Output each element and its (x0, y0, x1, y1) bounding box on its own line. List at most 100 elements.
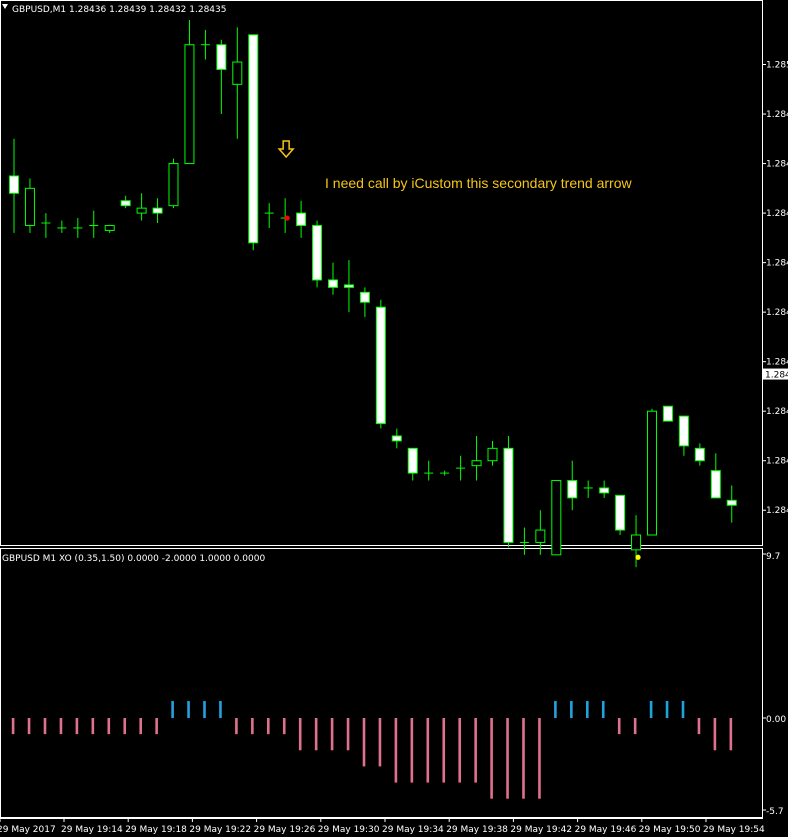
histogram-bar-negative (522, 718, 525, 799)
histogram-bar-negative (267, 718, 270, 735)
price-axis: 1.285 1.284 1.284 1.284 1.284 1.284 1.284 1.284… (763, 61, 788, 516)
xo-histogram (11, 701, 733, 799)
annotation-text: I need call by iCustom this secondary tr… (325, 175, 632, 191)
price-tick-label: 1.284 (766, 457, 788, 467)
candle (73, 218, 83, 238)
candle-body (343, 284, 354, 288)
histogram-bar-negative (11, 718, 15, 735)
candle (424, 460, 434, 481)
candle (567, 460, 578, 511)
candle (184, 19, 195, 165)
histogram-bar-negative (59, 718, 63, 735)
histogram-bar-negative (314, 718, 318, 751)
candle (487, 440, 498, 466)
histogram-bar-negative (394, 718, 398, 783)
time-tick-label: 29 May 19:46 (575, 825, 637, 835)
candle-body (136, 207, 147, 214)
svg-text:1.284: 1.284 (765, 371, 788, 381)
candlestick-series (9, 19, 737, 568)
candle-body (24, 187, 35, 226)
candle-body (328, 279, 338, 288)
histogram-bar-negative (251, 718, 254, 735)
candle (647, 408, 657, 536)
candle-body (471, 460, 482, 467)
candle (152, 198, 163, 223)
candle-body (168, 163, 179, 207)
histogram-bar-negative (697, 718, 701, 735)
price-tick-label: 1.284 (766, 358, 788, 368)
histogram-bar-positive (554, 701, 557, 718)
price-pane-frame (0, 0, 763, 546)
candle (89, 210, 99, 238)
candle (343, 260, 354, 313)
histogram-bar-negative (378, 718, 382, 767)
price-tick-label: 1.284 (766, 506, 788, 516)
candle (599, 480, 610, 498)
candle (694, 443, 705, 466)
candle (248, 34, 259, 251)
candle-body (375, 306, 386, 425)
histogram-bar-positive (649, 701, 653, 718)
candle-body (104, 224, 115, 231)
candle-body (152, 207, 163, 214)
triangle-down-icon[interactable] (2, 4, 8, 9)
candle-body (216, 44, 227, 70)
histogram-bar-positive (171, 701, 174, 718)
histogram-bar-negative (346, 718, 350, 751)
candle (168, 158, 179, 209)
histogram-bar-positive (665, 701, 669, 718)
candle-body (615, 494, 626, 531)
candle-body (184, 44, 195, 165)
last-price-marker: 1.284 (763, 368, 788, 381)
time-tick-label: 29 May 19:54 (703, 825, 765, 835)
candle-body (694, 447, 705, 462)
histogram-bar-negative (442, 718, 446, 783)
candle-body (662, 405, 673, 422)
candle (296, 200, 307, 238)
candle-body (567, 480, 578, 499)
candle-body (312, 224, 323, 281)
histogram-bar-negative (330, 718, 334, 751)
time-tick-label: 29 May 19:50 (639, 825, 701, 835)
histogram-bar-negative (282, 718, 286, 735)
candle (519, 527, 529, 555)
histogram-bar-positive (681, 701, 685, 718)
candle-body (726, 499, 737, 506)
time-axis: 29 May 2017 29 May 19:14 29 May 19:18 29 Ma… (0, 818, 765, 835)
candle (24, 178, 35, 233)
time-tick-label: 29 May 19:34 (382, 825, 444, 835)
histogram-bar-negative (27, 718, 31, 735)
candle (710, 453, 721, 499)
price-tick-label: 1.285 (766, 61, 788, 71)
candle (503, 435, 514, 548)
time-tick-label: 29 May 19:22 (189, 825, 251, 835)
price-tick-label: 1.284 (766, 308, 788, 318)
histogram-bar-negative (713, 718, 717, 751)
histogram-bar-negative (458, 718, 461, 783)
candle-body (647, 410, 657, 536)
candle (328, 262, 338, 295)
price-tick-label: 1.284 (766, 407, 788, 417)
candle-body (535, 529, 546, 543)
histogram-bar-positive (570, 701, 573, 718)
candle-body (599, 487, 610, 494)
candle-body (248, 34, 259, 244)
candle (232, 27, 243, 139)
annotation-group: I need call by iCustom this secondary tr… (277, 140, 632, 191)
histogram-bar-negative (362, 718, 366, 767)
price-tick-label: 1.284 (766, 259, 788, 269)
time-tick-label: 29 May 19:18 (125, 825, 187, 835)
candle (200, 29, 210, 60)
indicator-axis-zero: 0.00 (766, 715, 786, 725)
histogram-bar-negative (474, 718, 477, 783)
histogram-bar-positive (203, 701, 206, 718)
candle (535, 510, 546, 555)
histogram-bar-negative (729, 718, 733, 751)
candle-body (296, 212, 307, 226)
candle-body (359, 291, 370, 303)
chart-header: GBPUSD,M1 1.28436 1.28439 1.28432 1.2843… (12, 5, 226, 15)
candle-body (503, 447, 514, 543)
time-tick-label: 29 May 19:26 (254, 825, 316, 835)
histogram-bar-positive (601, 701, 605, 718)
